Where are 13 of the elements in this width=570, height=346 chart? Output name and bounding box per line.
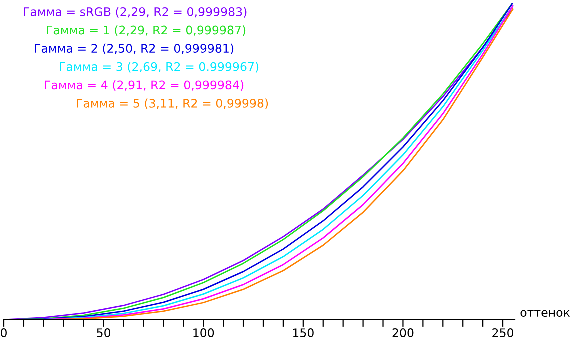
x-tick-label: 250 xyxy=(492,328,514,338)
text: Гамма = 1 (2,29, R2 = 0,999987) xyxy=(47,26,246,36)
text: Гамма = 2 (2,50, R2 = 0,999981) xyxy=(35,44,234,54)
x-tick-label: 150 xyxy=(293,328,314,338)
text: Гамма = sRGB (2,29, R2 = 0,999983) xyxy=(24,7,247,18)
x-axis-title: оттенок xyxy=(520,310,570,318)
x-tick-label: 200 xyxy=(392,328,414,338)
x-tick-label: 0 xyxy=(1,328,7,338)
x-tick-label: 100 xyxy=(194,328,214,338)
x-tick-label: 50 xyxy=(97,328,111,338)
text: Гамма = 5 (3,11, R2 = 0,99998) xyxy=(77,98,268,110)
text: Гамма = 4 (2,91, R2 = 0,999984) xyxy=(45,80,244,92)
text: Гамма = 3 (2,69, R2 = 0.999967) xyxy=(60,62,259,73)
